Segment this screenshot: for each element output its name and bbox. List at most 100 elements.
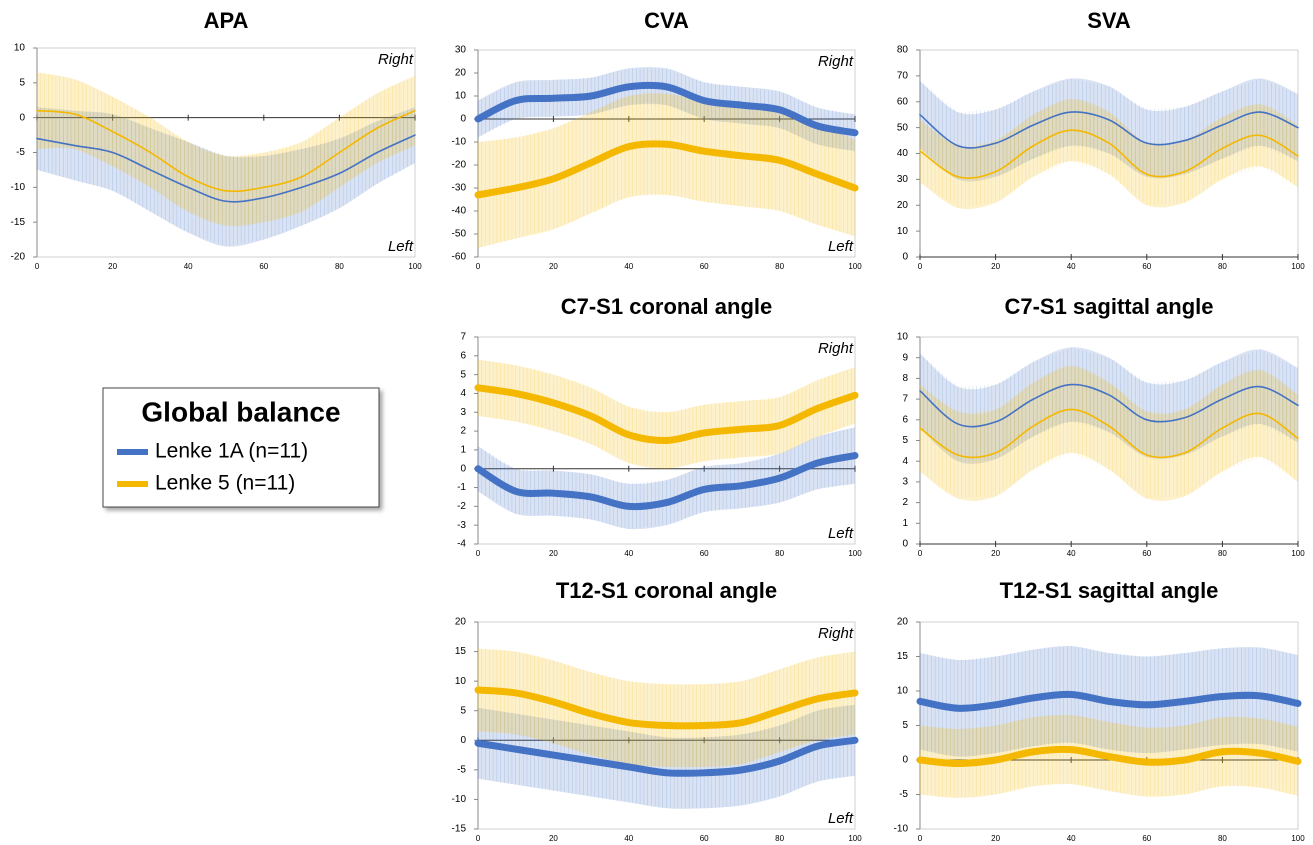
x-tick-label: 80 xyxy=(1218,262,1227,271)
series-line xyxy=(474,81,859,137)
y-tick-label: -15 xyxy=(11,217,26,228)
x-tick-label: 20 xyxy=(991,834,1000,843)
x-tick-label: 60 xyxy=(1142,549,1151,558)
x-tick-label: 40 xyxy=(624,834,633,843)
series-line xyxy=(919,383,1299,428)
y-tick-label: 7 xyxy=(902,394,908,405)
legend-label: Lenke 5 (n=11) xyxy=(155,472,295,495)
x-tick-label: 40 xyxy=(624,262,633,271)
chart-title: APA xyxy=(204,8,249,33)
y-tick-label: 10 xyxy=(897,332,909,343)
sd-band xyxy=(920,99,1298,210)
x-tick-label: 0 xyxy=(476,834,481,843)
y-tick-label: 8 xyxy=(902,373,908,384)
y-tick-label: -5 xyxy=(899,789,908,800)
sd-band xyxy=(478,93,855,248)
y-tick-label: 4 xyxy=(460,388,466,399)
y-tick-label: 20 xyxy=(897,617,909,628)
sd-band xyxy=(478,648,855,768)
x-tick-label: 20 xyxy=(549,262,558,271)
annotation: Right xyxy=(818,53,854,70)
annotation: Left xyxy=(828,525,854,542)
y-tick-label: -3 xyxy=(457,520,466,531)
x-tick-label: 0 xyxy=(918,549,923,558)
x-tick-label: 40 xyxy=(624,549,633,558)
series-line xyxy=(919,129,1299,179)
x-tick-label: 100 xyxy=(1291,549,1305,558)
sd-band xyxy=(478,359,855,469)
chart-title: CVA xyxy=(644,8,689,33)
x-tick-label: 100 xyxy=(408,262,422,271)
y-tick-label: 0 xyxy=(19,112,25,123)
y-tick-label: 10 xyxy=(455,91,467,102)
y-tick-label: 50 xyxy=(897,122,909,133)
x-tick-label: 20 xyxy=(991,262,1000,271)
y-tick-label: -10 xyxy=(452,794,467,805)
x-tick-label: 40 xyxy=(1067,834,1076,843)
y-tick-label: 5 xyxy=(902,435,908,446)
y-tick-label: 0 xyxy=(460,735,466,746)
sd-band xyxy=(920,347,1298,464)
y-tick-label: 20 xyxy=(455,68,467,79)
y-tick-label: -30 xyxy=(452,183,467,194)
y-tick-label: -10 xyxy=(452,137,467,148)
x-tick-label: 100 xyxy=(848,549,862,558)
series-line xyxy=(474,384,859,445)
y-tick-label: 1 xyxy=(902,518,908,529)
y-tick-label: 10 xyxy=(897,226,909,237)
y-tick-label: 5 xyxy=(460,369,466,380)
y-tick-label: 0 xyxy=(460,463,466,474)
x-tick-label: 100 xyxy=(1291,834,1305,843)
x-tick-label: 100 xyxy=(848,262,862,271)
y-tick-label: -4 xyxy=(457,539,466,550)
series-line xyxy=(474,736,859,777)
y-tick-label: 3 xyxy=(460,407,466,418)
y-tick-label: 0 xyxy=(902,755,908,766)
y-tick-label: 7 xyxy=(460,332,466,343)
y-tick-label: -20 xyxy=(11,252,26,263)
x-tick-label: 60 xyxy=(259,262,268,271)
y-tick-label: -5 xyxy=(457,764,466,775)
sd-band xyxy=(478,66,855,152)
sd-band xyxy=(478,704,855,809)
x-tick-label: 80 xyxy=(1218,834,1227,843)
y-tick-label: 0 xyxy=(902,252,908,263)
y-tick-label: 4 xyxy=(902,456,908,467)
y-tick-label: 30 xyxy=(897,174,909,185)
x-tick-label: 60 xyxy=(700,834,709,843)
x-tick-label: 20 xyxy=(549,834,558,843)
x-tick-label: 80 xyxy=(775,549,784,558)
x-tick-label: 80 xyxy=(775,834,784,843)
y-tick-label: -2 xyxy=(457,501,466,512)
y-tick-label: -10 xyxy=(11,182,26,193)
x-tick-label: 0 xyxy=(476,262,481,271)
y-tick-label: 2 xyxy=(460,426,466,437)
x-tick-label: 0 xyxy=(918,262,923,271)
series-line xyxy=(919,111,1299,149)
y-tick-label: 80 xyxy=(897,45,909,56)
y-tick-label: 10 xyxy=(14,43,26,54)
series-line xyxy=(36,134,416,203)
y-tick-label: 5 xyxy=(460,705,466,716)
chart-title: SVA xyxy=(1087,8,1131,33)
y-tick-label: 5 xyxy=(19,77,25,88)
sd-band xyxy=(478,427,855,530)
y-tick-label: -10 xyxy=(894,824,909,835)
x-tick-label: 0 xyxy=(918,834,923,843)
series-line xyxy=(916,690,1302,712)
y-tick-label: 5 xyxy=(902,720,908,731)
y-tick-label: 70 xyxy=(897,71,909,82)
y-tick-label: -40 xyxy=(452,206,467,217)
series-line xyxy=(474,452,859,511)
y-tick-label: 10 xyxy=(897,686,909,697)
y-tick-label: 10 xyxy=(455,676,467,687)
y-tick-label: 0 xyxy=(460,114,466,125)
y-tick-label: 2 xyxy=(902,497,908,508)
x-tick-label: 60 xyxy=(1142,262,1151,271)
x-tick-label: 80 xyxy=(775,262,784,271)
x-tick-label: 40 xyxy=(1067,262,1076,271)
y-tick-label: 6 xyxy=(902,414,908,425)
y-tick-label: -50 xyxy=(452,229,467,240)
x-tick-label: 80 xyxy=(335,262,344,271)
sd-band xyxy=(37,72,415,227)
